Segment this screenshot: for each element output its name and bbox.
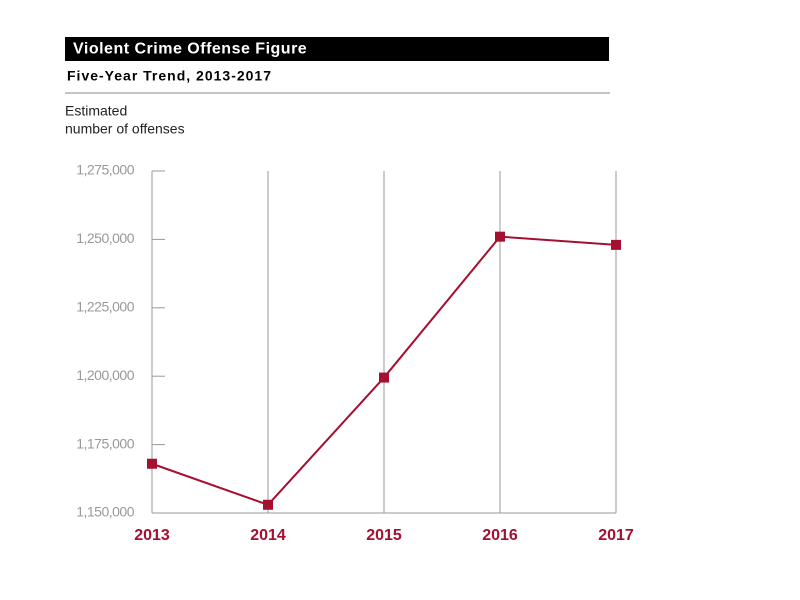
y-tick-label: 1,225,000 <box>76 299 134 315</box>
y-tick-label: 1,175,000 <box>76 435 134 451</box>
x-tick-label: 2014 <box>250 527 286 544</box>
title-bar <box>65 37 609 61</box>
data-point <box>611 239 621 250</box>
chart-subtitle: Five-Year Trend, 2013-2017 <box>67 68 272 84</box>
chart-title: Violent Crime Offense Figure <box>73 41 307 58</box>
y-tick-label: 1,150,000 <box>76 504 134 520</box>
data-point <box>379 372 389 383</box>
y-tick-label: 1,275,000 <box>76 162 134 178</box>
data-point <box>147 458 157 469</box>
data-point <box>263 499 273 510</box>
x-tick-label: 2016 <box>482 527 518 544</box>
y-tick-label: 1,200,000 <box>76 367 134 383</box>
x-tick-label: 2015 <box>366 527 402 544</box>
data-point <box>495 231 505 242</box>
y-tick-label: 1,250,000 <box>76 230 134 246</box>
y-axis-label: Estimated <box>65 103 127 119</box>
x-tick-label: 2017 <box>598 527 634 544</box>
x-tick-label: 2013 <box>134 527 170 544</box>
y-axis-label: number of offenses <box>65 121 185 137</box>
